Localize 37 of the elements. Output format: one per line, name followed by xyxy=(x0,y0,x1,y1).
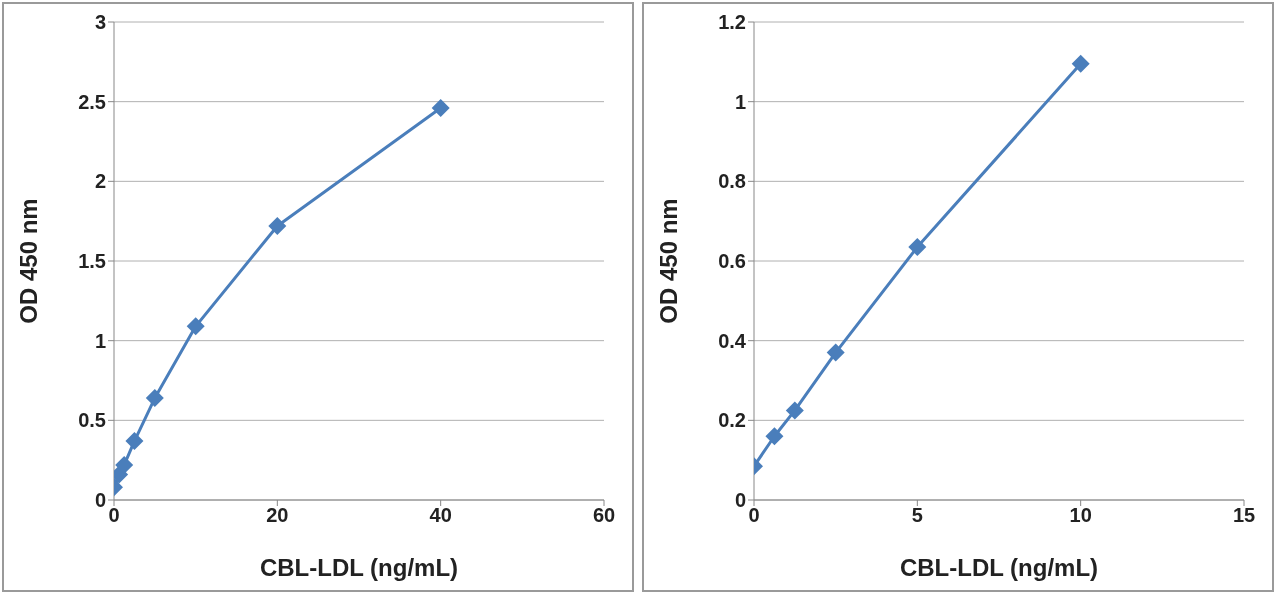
y-tick-label: 0 xyxy=(94,489,106,512)
x-tick-label: 40 xyxy=(429,504,452,527)
y-tick-label: 1.5 xyxy=(78,250,106,273)
x-tick-label: 10 xyxy=(1069,504,1092,527)
y-axis-title: OD 450 nm xyxy=(654,198,682,324)
y-tick-label: 0.5 xyxy=(78,409,106,432)
y-tick-label: 1 xyxy=(94,329,106,352)
point xyxy=(908,238,927,257)
point xyxy=(785,401,804,420)
point xyxy=(268,216,287,235)
x-tick-label: 60 xyxy=(592,504,616,527)
point xyxy=(826,343,845,362)
y-tick-label: 0 xyxy=(734,489,746,512)
x-axis-title: CBL-LDL (ng/mL) xyxy=(899,554,1099,581)
y-tick-label: 0.6 xyxy=(718,250,746,273)
y-axis-title: OD 450 nm xyxy=(14,198,42,324)
point xyxy=(125,432,144,451)
y-tick-label: 0.2 xyxy=(718,409,746,432)
y-tick-label: 0.8 xyxy=(718,170,746,193)
y-tick-label: 2 xyxy=(94,170,106,193)
y-tick-label: 0.4 xyxy=(718,329,747,352)
x-tick-label: 5 xyxy=(911,504,923,527)
point xyxy=(431,99,450,118)
y-tick-label: 3 xyxy=(94,11,106,34)
point xyxy=(115,455,134,474)
x-tick-label: 20 xyxy=(266,504,289,527)
y-tick-label: 1.2 xyxy=(718,11,746,34)
point xyxy=(765,427,784,446)
point xyxy=(1071,54,1090,73)
x-tick-label: 15 xyxy=(1232,504,1256,527)
point xyxy=(186,317,205,336)
y-tick-label: 1 xyxy=(734,90,746,113)
x-tick-label: 0 xyxy=(108,504,120,527)
x-tick-label: 0 xyxy=(748,504,760,527)
x-axis-title: CBL-LDL (ng/mL) xyxy=(259,554,459,581)
y-tick-label: 2.5 xyxy=(78,90,106,113)
point xyxy=(145,389,164,408)
